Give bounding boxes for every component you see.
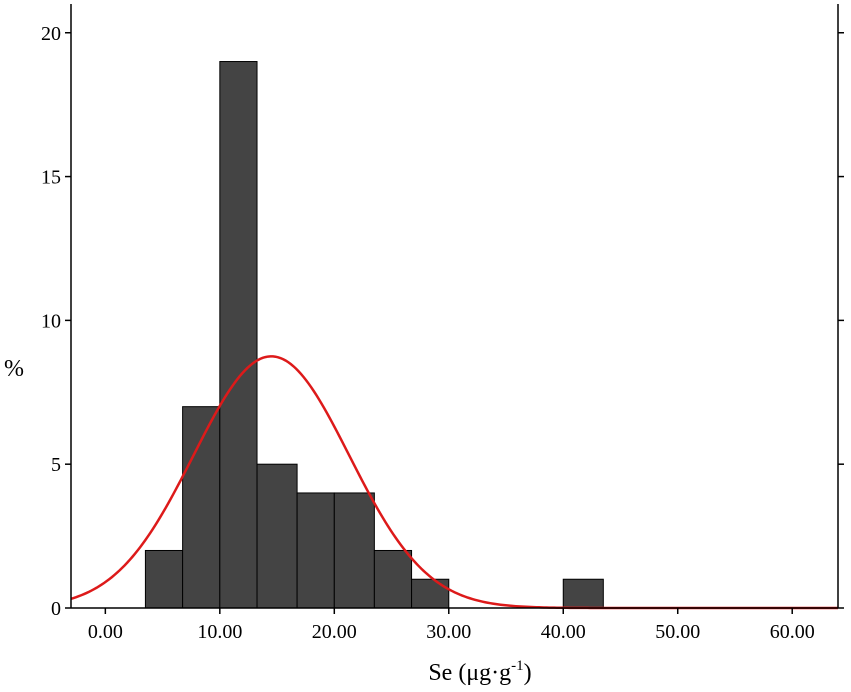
y-axis-title: % xyxy=(4,356,24,382)
x-tick-label: 20.00 xyxy=(312,621,357,643)
y-tick-label: 20 xyxy=(41,23,61,45)
y-tick-label: 15 xyxy=(41,167,61,189)
x-tick-label: 30.00 xyxy=(426,621,471,643)
x-tick-label: 50.00 xyxy=(655,621,700,643)
y-tick-label: 10 xyxy=(41,310,61,332)
histogram-bar-1 xyxy=(144,549,184,609)
y-tick-label: 5 xyxy=(51,454,61,476)
x-axis-title: Se (μg·g-1) xyxy=(428,658,531,686)
x-tick-label: 10.00 xyxy=(197,621,242,643)
x-tick-label: 60.00 xyxy=(770,621,815,643)
histogram-bar-4 xyxy=(256,463,298,609)
histogram-bar-2 xyxy=(182,406,221,609)
histogram-bar-9 xyxy=(562,578,604,609)
histogram-bar-7 xyxy=(373,549,413,609)
axes xyxy=(70,4,839,609)
y-tick-label: 0 xyxy=(51,598,61,620)
histogram-bar-3 xyxy=(219,61,258,609)
ticks: 0.00 10.00 20.00 30.00 40.00 50.00 60.00 0 5 10 15… xyxy=(41,23,844,643)
histogram-bar-8 xyxy=(411,578,450,609)
histogram-bars xyxy=(144,61,604,609)
x-tick-label: 40.00 xyxy=(541,621,586,643)
histogram-bar-6 xyxy=(333,492,375,609)
histogram-bar-5 xyxy=(296,492,335,609)
x-tick-label: 0.00 xyxy=(88,621,123,643)
